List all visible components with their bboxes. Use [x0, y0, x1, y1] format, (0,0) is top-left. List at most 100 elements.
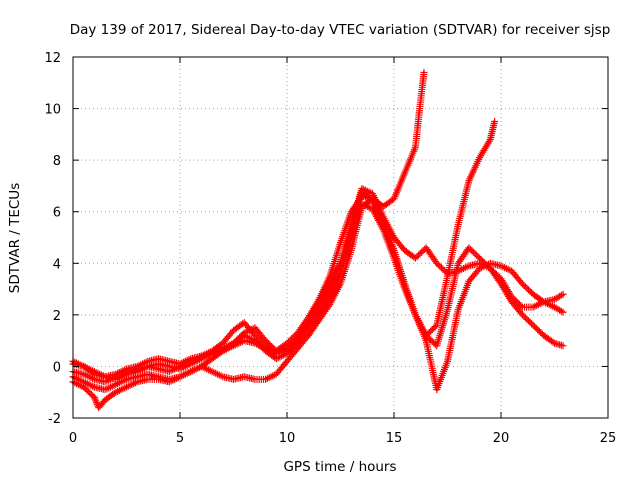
data-point — [414, 251, 422, 259]
data-points — [69, 68, 567, 412]
data-point — [465, 244, 473, 252]
data-point — [559, 308, 567, 316]
data-point — [436, 262, 444, 270]
data-point — [285, 343, 293, 351]
data-point — [254, 334, 262, 342]
plot-frame — [72, 56, 609, 419]
data-point — [86, 389, 94, 397]
data-point — [508, 293, 516, 301]
data-point — [286, 341, 294, 349]
data-point — [84, 387, 92, 395]
x-tick-label: 25 — [600, 431, 617, 446]
data-point — [520, 281, 528, 289]
data-point — [424, 333, 432, 341]
x-tick-label: 0 — [69, 431, 77, 446]
data-point — [535, 327, 543, 335]
data-point — [494, 272, 502, 280]
data-point — [91, 395, 99, 403]
data-series — [69, 187, 567, 383]
data-point — [491, 269, 499, 277]
y-tick-label: -2 — [48, 412, 61, 427]
data-point — [486, 264, 494, 272]
y-tick-label: 2 — [53, 309, 61, 324]
data-point — [411, 254, 419, 262]
data-point — [469, 248, 477, 256]
chart-title: Day 139 of 2017, Sidereal Day-to-day VTE… — [70, 22, 611, 38]
data-point — [529, 321, 537, 329]
data-point — [537, 329, 545, 337]
data-point — [471, 250, 479, 258]
data-point — [514, 299, 522, 307]
y-tick-label: 10 — [44, 103, 61, 118]
data-point — [531, 323, 539, 331]
data-series — [69, 185, 567, 386]
y-tick-label: 12 — [44, 51, 61, 66]
data-point — [532, 324, 540, 332]
data-point — [526, 318, 534, 326]
x-tick-label: 20 — [493, 431, 510, 446]
data-point — [442, 268, 450, 276]
data-point — [509, 294, 517, 302]
data-point — [425, 334, 433, 342]
data-point — [557, 307, 565, 315]
data-point — [431, 323, 439, 331]
data-point — [231, 338, 239, 346]
x-tick-label: 5 — [176, 431, 184, 446]
data-point — [420, 68, 428, 76]
y-tick-label: 0 — [53, 360, 61, 375]
data-point — [237, 332, 245, 340]
y-tick-label: 8 — [53, 154, 61, 169]
x-tick-label: 10 — [279, 431, 296, 446]
data-point — [557, 291, 565, 299]
data-point — [474, 253, 482, 261]
data-point — [549, 338, 557, 346]
data-point — [525, 317, 533, 325]
data-point — [466, 245, 474, 253]
data-point — [528, 320, 536, 328]
data-point — [518, 280, 526, 288]
data-point — [413, 253, 421, 261]
data-point — [434, 261, 442, 269]
data-point — [525, 286, 533, 294]
data-point — [83, 386, 91, 394]
data-point — [257, 337, 265, 345]
y-tick-label: 6 — [53, 206, 61, 221]
data-point — [515, 300, 523, 308]
data-point — [288, 340, 296, 348]
data-point — [234, 335, 242, 343]
x-axis-label: GPS time / hours — [283, 459, 396, 475]
data-point — [512, 297, 520, 305]
data-point — [255, 336, 263, 344]
data-point — [430, 324, 438, 332]
data-point — [252, 333, 260, 341]
data-point — [416, 250, 424, 258]
x-tick-labels: 0 5 10 15 20 25 — [69, 431, 616, 446]
data-series — [69, 68, 428, 381]
data-point — [289, 338, 297, 346]
y-axis-label: SDTVAR / TECUs — [7, 183, 23, 293]
data-point — [492, 270, 500, 278]
data-point — [325, 302, 333, 310]
data-point — [427, 336, 435, 344]
data-point — [440, 267, 448, 275]
data-point — [90, 393, 98, 401]
data-point — [559, 342, 567, 350]
data-point — [520, 312, 528, 320]
data-point — [518, 311, 526, 319]
data-point — [418, 248, 426, 256]
data-point — [230, 339, 237, 347]
data-point — [511, 296, 519, 304]
data-point — [433, 259, 441, 267]
data-point — [473, 251, 481, 259]
data-point — [283, 344, 291, 352]
x-tick-label: 15 — [386, 431, 403, 446]
data-point — [366, 194, 374, 202]
data-point — [425, 329, 433, 337]
data-point — [291, 337, 299, 345]
data-point — [491, 117, 499, 125]
data-point — [236, 333, 244, 341]
data-point — [439, 265, 447, 273]
data-point — [430, 339, 438, 347]
data-point — [93, 399, 101, 407]
